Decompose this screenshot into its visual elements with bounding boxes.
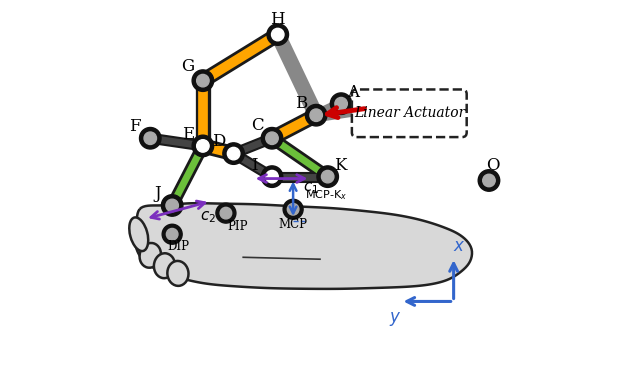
- Circle shape: [140, 127, 161, 149]
- Text: K: K: [333, 157, 346, 174]
- Text: DIP: DIP: [167, 240, 189, 253]
- Circle shape: [266, 132, 278, 144]
- Circle shape: [196, 140, 209, 152]
- Circle shape: [192, 135, 214, 157]
- Polygon shape: [135, 203, 472, 289]
- Circle shape: [261, 127, 283, 149]
- Circle shape: [310, 109, 323, 121]
- Circle shape: [162, 224, 182, 244]
- Text: $c_1$: $c_1$: [303, 180, 319, 196]
- Text: $c_2$: $c_2$: [200, 209, 216, 225]
- Circle shape: [192, 70, 214, 91]
- Text: $y$: $y$: [388, 310, 401, 328]
- Ellipse shape: [129, 217, 148, 251]
- Circle shape: [483, 174, 495, 187]
- Circle shape: [478, 170, 500, 191]
- Text: A: A: [347, 84, 358, 101]
- Circle shape: [223, 143, 244, 164]
- Circle shape: [144, 132, 157, 144]
- FancyBboxPatch shape: [352, 89, 467, 137]
- Ellipse shape: [140, 243, 161, 268]
- Text: E: E: [182, 126, 195, 143]
- Circle shape: [330, 93, 352, 114]
- Circle shape: [317, 166, 339, 187]
- Text: Linear Actuator: Linear Actuator: [354, 106, 465, 120]
- Circle shape: [227, 147, 240, 160]
- Text: B: B: [294, 95, 307, 112]
- Text: O: O: [486, 157, 500, 174]
- Text: J: J: [154, 185, 161, 202]
- Circle shape: [335, 98, 348, 110]
- Circle shape: [166, 199, 179, 212]
- Circle shape: [479, 171, 499, 190]
- Text: C: C: [251, 117, 264, 134]
- Circle shape: [271, 28, 284, 41]
- Text: D: D: [212, 133, 226, 150]
- Circle shape: [283, 199, 303, 219]
- Ellipse shape: [154, 253, 175, 278]
- Circle shape: [216, 203, 236, 223]
- Text: H: H: [271, 11, 285, 28]
- Circle shape: [266, 170, 278, 183]
- Text: F: F: [129, 118, 141, 135]
- Circle shape: [267, 24, 289, 45]
- Text: I: I: [252, 157, 258, 174]
- Text: $x$: $x$: [452, 238, 465, 255]
- Circle shape: [220, 207, 232, 219]
- Circle shape: [287, 204, 299, 215]
- Circle shape: [321, 170, 334, 183]
- Text: MCP-K$_x$: MCP-K$_x$: [305, 188, 347, 202]
- Circle shape: [161, 195, 183, 216]
- Text: PIP: PIP: [227, 220, 248, 233]
- Circle shape: [196, 74, 209, 87]
- Circle shape: [305, 104, 327, 126]
- Text: MCP: MCP: [278, 218, 308, 231]
- Ellipse shape: [167, 261, 189, 286]
- Circle shape: [261, 166, 283, 187]
- Circle shape: [483, 175, 495, 186]
- Circle shape: [166, 228, 178, 240]
- Text: G: G: [181, 58, 194, 74]
